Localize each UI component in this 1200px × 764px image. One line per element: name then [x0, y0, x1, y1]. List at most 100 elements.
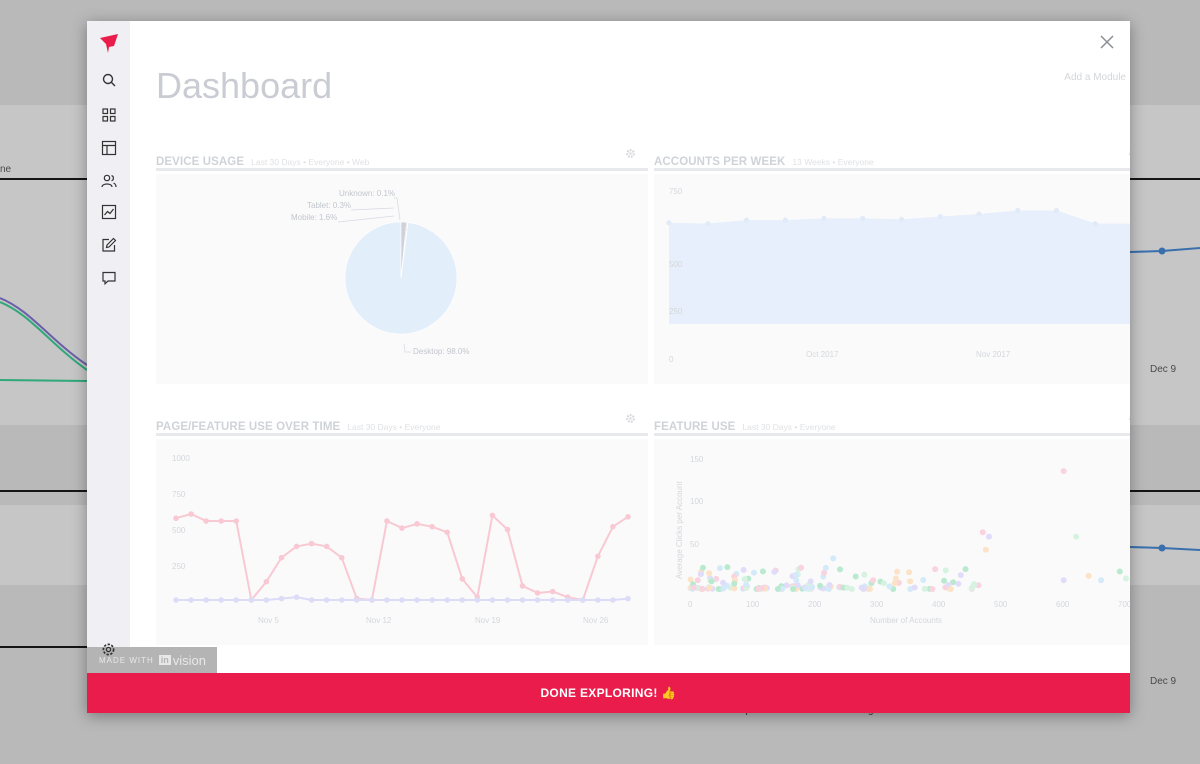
scatter-point: [982, 546, 989, 553]
line-point: [429, 523, 435, 530]
scatter-point: [826, 582, 833, 589]
y-tick-label: 500: [172, 526, 186, 535]
line-point: [429, 597, 435, 603]
line-point: [610, 523, 616, 530]
search-icon[interactable]: [98, 69, 120, 91]
scatter-point: [950, 579, 957, 586]
scatter-point: [1060, 577, 1067, 584]
scatter-point: [740, 566, 747, 573]
scatter-point: [985, 533, 992, 540]
scatter-point: [911, 584, 918, 591]
x-tick-label: Oct 2017: [806, 350, 839, 359]
line-point: [504, 597, 511, 603]
card-filters: Last 30 Days • Everyone: [742, 422, 836, 432]
people-icon[interactable]: [98, 170, 120, 192]
line-point: [459, 576, 466, 582]
area-point: [937, 214, 943, 220]
card-header: ACCOUNTS PER WEEK 13 Weeks • Everyone: [654, 150, 1130, 171]
area-point: [898, 216, 905, 222]
scatter-point: [852, 573, 859, 580]
y-tick-label: 1000: [172, 454, 190, 463]
card-filters: 13 Weeks • Everyone: [792, 157, 874, 167]
line-point: [384, 518, 390, 524]
scatter-point: [907, 578, 914, 585]
x-axis-label: Number of Accounts: [870, 616, 942, 625]
scatter-point: [708, 578, 715, 585]
line-point: [203, 597, 209, 603]
done-exploring-button[interactable]: DONE EXPLORING! 👍: [87, 673, 1130, 713]
edit-icon[interactable]: [98, 234, 120, 256]
y-axis-label: Average Clicks per Account: [675, 481, 684, 579]
scatter-point: [731, 580, 738, 587]
scatter-point: [886, 583, 893, 590]
line-point: [308, 540, 315, 547]
close-icon[interactable]: [1098, 33, 1116, 51]
card-title: DEVICE USAGE: [156, 156, 245, 168]
scatter-chart: Average Clicks per Account 150 100 50 0 …: [675, 455, 1130, 625]
line-point: [414, 521, 420, 527]
x-tick-label: 400: [932, 600, 946, 609]
background-label: ne: [0, 164, 12, 175]
gear-icon[interactable]: [1128, 413, 1130, 424]
area-point: [743, 217, 750, 223]
scatter-point: [921, 585, 928, 592]
scatter-point: [716, 565, 723, 572]
scatter-point: [892, 575, 899, 582]
area-point: [976, 211, 982, 217]
line-point: [203, 518, 209, 524]
gear-icon[interactable]: [625, 413, 636, 424]
scatter-point: [1116, 568, 1123, 575]
scatter-point: [817, 582, 824, 589]
dashboard-grid-icon[interactable]: [98, 104, 120, 126]
add-module-link[interactable]: Add a Module: [1064, 72, 1126, 83]
scatter-point: [861, 571, 868, 578]
card-body: Average Clicks per Account 150 100 50 0 …: [654, 439, 1130, 645]
y-tick-label: 0: [669, 355, 674, 364]
analytics-icon[interactable]: [98, 201, 120, 223]
line-point: [338, 597, 345, 603]
scatter-point: [697, 571, 704, 578]
x-tick-label: Nov 12: [366, 616, 392, 625]
area-point: [821, 215, 827, 221]
line-point: [218, 597, 224, 603]
accounts-per-week-card: ACCOUNTS PER WEEK 13 Weeks • Everyone 750…: [654, 150, 1130, 384]
scatter-point: [774, 585, 781, 592]
background-tick-label: Dec 9: [1150, 676, 1177, 687]
card-header: PAGE/FEATURE USE OVER TIME Last 30 Days •…: [156, 414, 648, 436]
line-point: [625, 514, 631, 520]
scatter-point: [706, 584, 713, 591]
background-panel: [0, 505, 87, 585]
scatter-point: [699, 585, 706, 592]
line-point: [308, 597, 315, 603]
background-divider: [0, 646, 87, 648]
invision-wordmark: vision: [172, 652, 207, 668]
scatter-point: [743, 581, 750, 588]
area-chart: 750 500 250 0 Oct 2017 Nov 2017: [666, 187, 1130, 364]
settings-gear-icon[interactable]: [100, 641, 117, 658]
area-point: [782, 217, 788, 223]
gear-icon[interactable]: [1128, 148, 1130, 159]
background-panel: [0, 105, 87, 425]
scatter-point: [798, 564, 805, 571]
scatter-point: [741, 576, 748, 583]
scatter-point: [962, 566, 969, 573]
gear-icon[interactable]: [625, 148, 636, 159]
card-title: FEATURE USE: [654, 421, 736, 433]
line-point: [218, 518, 224, 524]
line-point: [444, 597, 451, 603]
explore-modal: Dashboard Add a Module DEVICE USAGE Last …: [87, 21, 1130, 713]
scatter-point: [929, 585, 936, 592]
chat-icon[interactable]: [98, 267, 120, 289]
scatter-point: [947, 585, 954, 592]
pie-label-unknown: Unknown: 0.1%: [339, 189, 395, 198]
layout-icon[interactable]: [98, 137, 120, 159]
scatter-point: [807, 578, 814, 585]
background-line-chart: [0, 297, 87, 382]
scatter-point: [1060, 468, 1067, 475]
scatter-point: [906, 569, 913, 576]
line-point: [459, 597, 466, 603]
y-tick-label: 750: [669, 187, 683, 196]
pie-label-mobile: Mobile: 1.6%: [291, 213, 337, 222]
line-point: [564, 597, 571, 603]
